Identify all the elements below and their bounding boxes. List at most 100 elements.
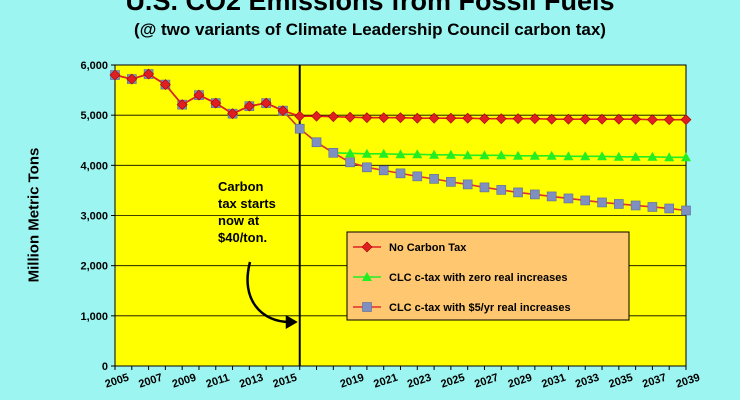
data-point <box>361 112 373 124</box>
data-point <box>344 111 356 123</box>
y-tick-label: 2,000 <box>80 261 108 273</box>
data-point <box>345 148 356 158</box>
data-point <box>597 151 608 161</box>
data-point <box>647 151 658 161</box>
y-tick-label: 1,000 <box>80 311 108 323</box>
data-point <box>345 157 355 168</box>
data-point <box>227 108 238 120</box>
data-point <box>563 193 574 204</box>
data-point <box>513 187 523 198</box>
data-point <box>126 73 138 85</box>
data-point <box>378 148 389 158</box>
legend-item: CLC c-tax with zero real increases <box>353 272 568 284</box>
data-point <box>613 113 625 125</box>
x-tick-label: 2021 <box>372 372 399 391</box>
legend-item: No Carbon Tax <box>353 241 467 254</box>
data-point <box>546 113 558 125</box>
data-point <box>210 97 222 109</box>
data-point <box>580 151 591 161</box>
legend-label: CLC c-tax with $5/yr real increases <box>389 302 571 314</box>
data-point <box>479 182 490 193</box>
data-point <box>479 150 490 160</box>
data-point <box>462 112 474 124</box>
data-point <box>277 105 289 117</box>
x-tick-label: 2027 <box>473 372 500 391</box>
x-tick-label: 2037 <box>641 372 668 391</box>
data-point <box>378 112 390 124</box>
data-point <box>143 68 155 80</box>
data-point <box>361 148 372 158</box>
data-point <box>530 189 540 200</box>
data-point <box>445 149 456 159</box>
data-point <box>327 111 339 123</box>
x-tick-label: 2009 <box>171 372 198 391</box>
data-point <box>429 149 440 159</box>
x-tick-label: 2029 <box>507 372 534 391</box>
data-point <box>462 150 473 160</box>
data-point <box>495 113 507 125</box>
chart-title: U.S. CO2 Emissions from Fossil Fuels <box>125 0 615 16</box>
data-point <box>243 100 255 112</box>
data-point <box>428 112 440 124</box>
data-point <box>630 151 641 161</box>
data-point <box>630 113 642 125</box>
data-point <box>647 202 658 212</box>
data-point <box>429 174 439 184</box>
data-point <box>159 79 171 90</box>
data-point <box>663 114 675 126</box>
data-point <box>529 150 540 160</box>
data-point <box>395 168 406 179</box>
legend-marker <box>361 241 373 253</box>
x-tick-label: 2015 <box>272 372 299 391</box>
x-tick-label: 2007 <box>137 372 164 391</box>
data-point <box>680 114 692 126</box>
data-point <box>513 150 524 160</box>
data-point <box>362 162 372 173</box>
y-tick-label: 4,000 <box>80 160 108 172</box>
data-point <box>328 147 339 158</box>
data-point <box>614 199 624 209</box>
y-tick-label: 5,000 <box>80 110 108 122</box>
data-point <box>613 151 624 161</box>
data-point <box>260 97 272 109</box>
data-point <box>596 113 608 125</box>
data-point <box>462 179 473 190</box>
data-point <box>563 113 574 125</box>
data-point <box>412 171 423 182</box>
data-point <box>378 165 389 176</box>
data-point <box>579 113 591 125</box>
legend-label: CLC c-tax with zero real increases <box>389 272 568 284</box>
data-point <box>512 113 524 125</box>
x-tick-label: 2011 <box>205 372 231 391</box>
data-point <box>193 89 205 101</box>
data-point <box>479 113 490 125</box>
legend-box <box>346 231 630 321</box>
data-point <box>597 197 607 208</box>
data-point <box>563 151 574 161</box>
x-tick-label: 2019 <box>339 372 366 391</box>
data-point <box>646 114 658 126</box>
data-point <box>445 112 457 124</box>
x-tick-label: 2013 <box>238 372 265 391</box>
data-point <box>546 191 557 202</box>
annotation-arrow <box>246 261 290 324</box>
legend-item: CLC c-tax with $5/yr real increases <box>353 302 571 314</box>
legend-marker <box>362 302 372 312</box>
chart-subtitle: (@ two variants of Climate Leadership Co… <box>134 20 606 39</box>
data-point <box>311 110 322 122</box>
data-point <box>496 150 507 160</box>
x-tick-label: 2035 <box>607 372 634 391</box>
x-tick-label: 2005 <box>104 372 131 391</box>
annotation-arrowhead <box>285 315 298 329</box>
data-point <box>529 113 541 125</box>
data-point <box>395 149 406 159</box>
data-point <box>630 200 641 211</box>
data-point <box>496 185 507 195</box>
annotation-text: $40/ton. <box>218 230 267 245</box>
x-tick-label: 2031 <box>540 372 567 391</box>
legend-label: No Carbon Tax <box>389 242 467 254</box>
y-tick-label: 0 <box>102 361 108 373</box>
legend-marker <box>362 272 372 281</box>
data-point <box>109 69 121 81</box>
x-tick-label: 2039 <box>675 372 702 391</box>
